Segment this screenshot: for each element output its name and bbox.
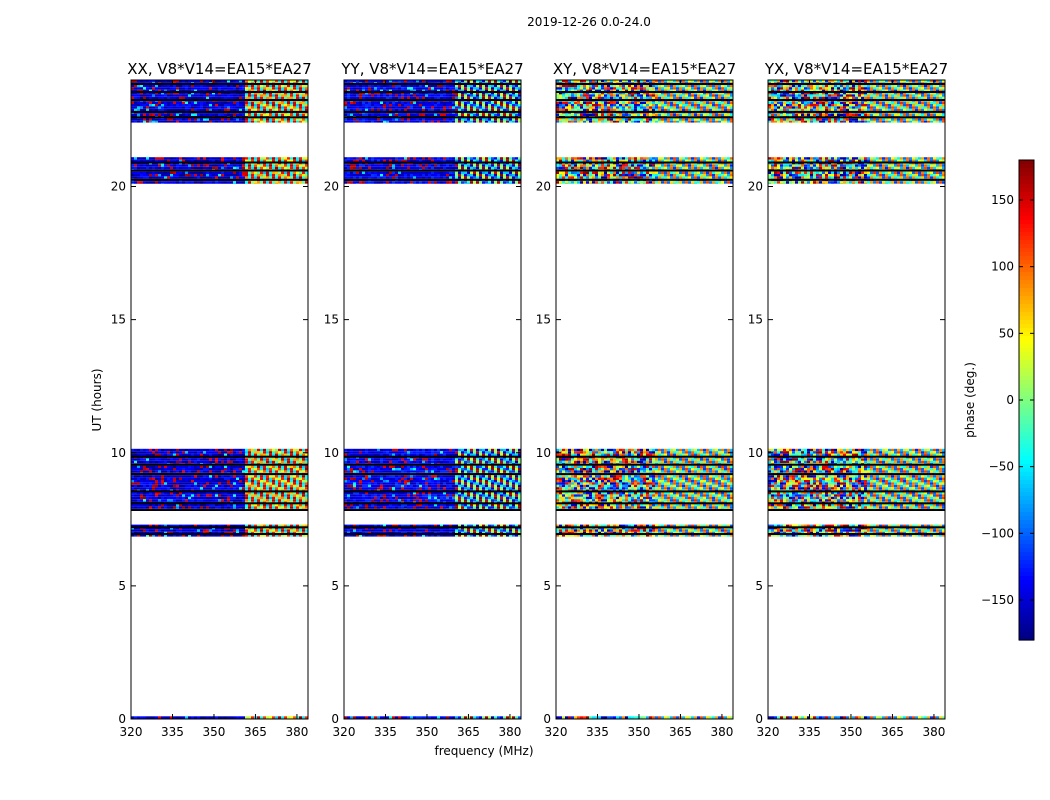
panel-heatmap [344,80,521,719]
x-tick-label: 350 [628,725,651,739]
x-tick-label: 350 [840,725,863,739]
panels-group: XX, V8*V14=EA15*EA27 320 335 350 365 380 0 5 10 1… [111,60,948,739]
y-tick-label: 10 [111,446,126,460]
x-tick-label: 365 [669,725,692,739]
x-tick-label: 320 [120,725,143,739]
colorbar-label: phase (deg.) [963,362,977,438]
panel-heatmap [556,80,733,719]
figure-title: 2019-12-26 0.0-24.0 [527,15,651,29]
panel-title: XX, V8*V14=EA15*EA27 [127,60,311,78]
x-tick-label: 380 [285,725,308,739]
x-tick-label: 380 [710,725,733,739]
y-tick-label: 20 [536,180,551,194]
y-tick-label: 5 [118,579,126,593]
x-tick-label: 320 [757,725,780,739]
x-tick-label: 350 [416,725,439,739]
x-tick-label: 320 [333,725,356,739]
y-tick-label: 15 [748,313,763,327]
panel-frame [343,79,522,720]
y-tick-label: 15 [536,313,551,327]
panel-title: YY, V8*V14=EA15*EA27 [340,60,523,78]
y-tick-label: 0 [755,712,763,726]
colorbar: 150 100 50 0 −50 −100 −150 [981,159,1035,641]
colorbar-tick-label: −100 [981,526,1014,540]
x-axis-label: frequency (MHz) [434,744,533,758]
panel-3: XY, V8*V14=EA15*EA27 320 335 350 365 380 0 5 10 1… [536,60,736,739]
x-tick-label: 365 [881,725,904,739]
y-tick-label: 0 [543,712,551,726]
panel-heatmap [131,80,308,719]
x-tick-label: 365 [457,725,480,739]
panel-heatmap [768,80,945,719]
x-tick-label: 335 [161,725,184,739]
y-tick-label: 0 [118,712,126,726]
y-tick-label: 0 [331,712,339,726]
x-tick-label: 335 [798,725,821,739]
y-tick-label: 15 [324,313,339,327]
panel-title: YX, V8*V14=EA15*EA27 [764,60,948,78]
colorbar-tick-label: −50 [989,460,1014,474]
y-tick-label: 20 [111,180,126,194]
x-tick-label: 320 [545,725,568,739]
panel-frame [130,79,309,720]
x-tick-label: 350 [203,725,226,739]
y-tick-label: 20 [324,180,339,194]
x-tick-label: 335 [374,725,397,739]
x-tick-label: 380 [498,725,521,739]
y-tick-label: 5 [331,579,339,593]
x-tick-label: 335 [586,725,609,739]
x-tick-label: 380 [922,725,945,739]
colorbar-tick-label: 100 [991,260,1014,274]
panel-4: YX, V8*V14=EA15*EA27 320 335 350 365 380 0 5 10 1… [748,60,948,739]
y-tick-label: 10 [536,446,551,460]
colorbar-tick-label: 0 [1006,393,1014,407]
y-tick-label: 5 [543,579,551,593]
y-axis-label: UT (hours) [90,368,104,431]
x-tick-label: 365 [244,725,267,739]
panel-frame [767,79,946,720]
panel-frame [555,79,734,720]
colorbar-tick-label: 50 [999,326,1014,340]
y-tick-label: 15 [111,313,126,327]
colorbar-tick-label: 150 [991,193,1014,207]
colorbar-tick-label: −150 [981,593,1014,607]
y-tick-label: 10 [748,446,763,460]
y-tick-label: 10 [324,446,339,460]
y-tick-label: 5 [755,579,763,593]
panel-title: XY, V8*V14=EA15*EA27 [553,60,736,78]
panel-2: YY, V8*V14=EA15*EA27 320 335 350 365 380 0 5 10 1… [324,60,524,739]
y-tick-label: 20 [748,180,763,194]
panel-1: XX, V8*V14=EA15*EA27 320 335 350 365 380 0 5 10 1… [111,60,312,739]
